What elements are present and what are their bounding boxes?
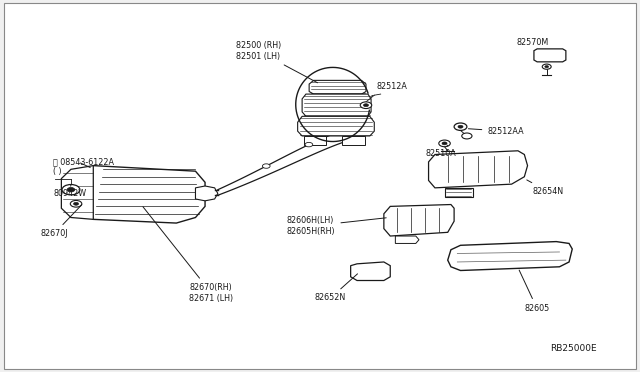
Polygon shape [309, 80, 366, 94]
Text: 82570M: 82570M [516, 38, 549, 47]
Text: RB25000E: RB25000E [550, 344, 596, 353]
Text: 82652N: 82652N [315, 274, 358, 302]
Circle shape [364, 104, 369, 107]
Text: 82605: 82605 [519, 270, 550, 313]
Circle shape [454, 123, 467, 131]
Circle shape [70, 201, 82, 207]
Polygon shape [448, 241, 572, 270]
FancyBboxPatch shape [4, 3, 636, 369]
Polygon shape [302, 94, 371, 116]
Circle shape [545, 65, 548, 68]
Polygon shape [429, 151, 527, 188]
Text: 82606H(LH)
82605H(RH): 82606H(LH) 82605H(RH) [287, 217, 386, 236]
Polygon shape [304, 136, 326, 145]
Polygon shape [445, 188, 473, 197]
Circle shape [458, 125, 463, 128]
Polygon shape [384, 205, 454, 236]
Polygon shape [342, 136, 365, 145]
Text: 82500 (RH)
82501 (LH): 82500 (RH) 82501 (LH) [236, 41, 317, 83]
Text: 82670J: 82670J [40, 205, 82, 238]
Polygon shape [61, 166, 93, 219]
Text: 82670(RH)
82671 (LH): 82670(RH) 82671 (LH) [143, 207, 233, 302]
Circle shape [360, 102, 372, 109]
Polygon shape [351, 262, 390, 280]
Polygon shape [84, 166, 205, 223]
Circle shape [62, 185, 80, 195]
Text: Ⓑ 08543-6122A
( ): Ⓑ 08543-6122A ( ) [53, 157, 114, 176]
Text: 80942W: 80942W [53, 185, 86, 198]
Polygon shape [298, 116, 374, 136]
Text: 82512AA: 82512AA [468, 127, 524, 136]
Circle shape [462, 133, 472, 139]
Circle shape [262, 164, 270, 168]
Polygon shape [534, 49, 566, 62]
Text: 82512A: 82512A [371, 83, 407, 96]
Circle shape [442, 142, 447, 145]
Text: 82654N: 82654N [527, 180, 563, 196]
Text: 82510A: 82510A [426, 145, 456, 158]
Circle shape [439, 140, 451, 147]
Circle shape [67, 187, 75, 192]
Circle shape [542, 64, 551, 69]
Circle shape [305, 142, 313, 147]
Circle shape [74, 202, 79, 205]
Polygon shape [195, 186, 218, 201]
Polygon shape [396, 236, 419, 243]
